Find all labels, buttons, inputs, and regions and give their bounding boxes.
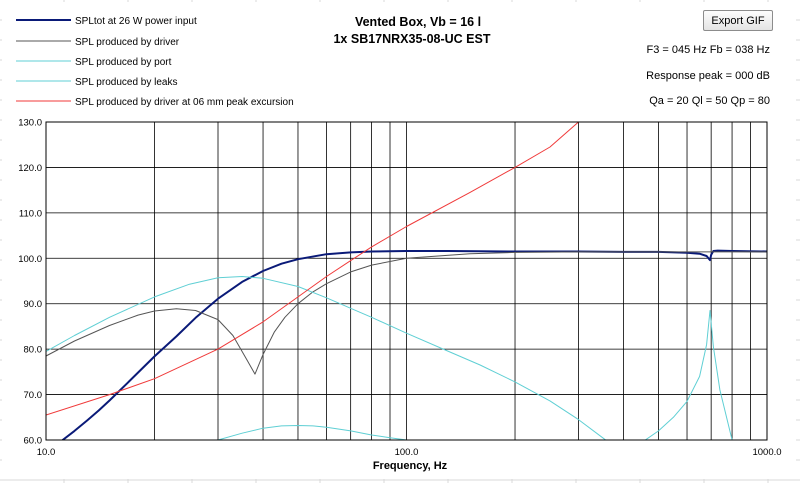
- x-axis-tick-labels: 10.0 100.0 1000.0: [37, 447, 782, 458]
- plot-area: [45, 121, 768, 441]
- chart-subtitle: 1x SB17NRX35-08-UC EST: [333, 32, 490, 46]
- info-f3-fb: F3 = 045 Hz Fb = 038 Hz: [646, 44, 770, 56]
- y-tick-label: 60.0: [24, 436, 43, 447]
- series-line-excursion: [46, 122, 579, 416]
- legend-label-total: SPLtot at 26 W power input: [75, 16, 197, 27]
- legend-label-port: SPL produced by port: [75, 57, 172, 68]
- series-line-spl-total: [61, 249, 767, 440]
- legend: SPLtot at 26 W power input SPL produced …: [16, 16, 294, 108]
- x-tick-label: 1000.0: [752, 447, 781, 458]
- legend-label-excursion: SPL produced by driver at 06 mm peak exc…: [75, 97, 294, 108]
- series-line-port: [217, 425, 407, 440]
- x-tick-label: 10.0: [37, 447, 56, 458]
- series-lines: [46, 122, 767, 440]
- y-tick-label: 90.0: [24, 299, 43, 310]
- x-tick-label: 100.0: [395, 447, 419, 458]
- y-tick-label: 120.0: [18, 163, 42, 174]
- y-tick-label: 110.0: [19, 208, 42, 219]
- series-line-leaks: [46, 276, 733, 440]
- grid-lines: [46, 121, 767, 441]
- plot-frame: [45, 121, 768, 441]
- legend-label-driver: SPL produced by driver: [75, 37, 180, 48]
- legend-label-leaks: SPL produced by leaks: [75, 77, 177, 88]
- y-axis-tick-labels: 60.0 70.0 80.0 90.0 100.0 110.0 120.0 130.0: [18, 118, 42, 447]
- x-axis-title: Frequency, Hz: [373, 460, 448, 472]
- export-gif-button[interactable]: Export GIF: [703, 10, 773, 31]
- info-q-values: Qa = 20 Ql = 50 Qp = 80: [649, 95, 770, 107]
- chart-title: Vented Box, Vb = 16 l: [355, 15, 481, 29]
- y-tick-label: 130.0: [18, 118, 42, 129]
- y-tick-label: 70.0: [24, 390, 43, 401]
- info-response-peak: Response peak = 000 dB: [646, 70, 770, 82]
- y-tick-label: 100.0: [18, 254, 42, 265]
- series-line-driver: [46, 251, 767, 375]
- y-tick-label: 80.0: [24, 345, 43, 356]
